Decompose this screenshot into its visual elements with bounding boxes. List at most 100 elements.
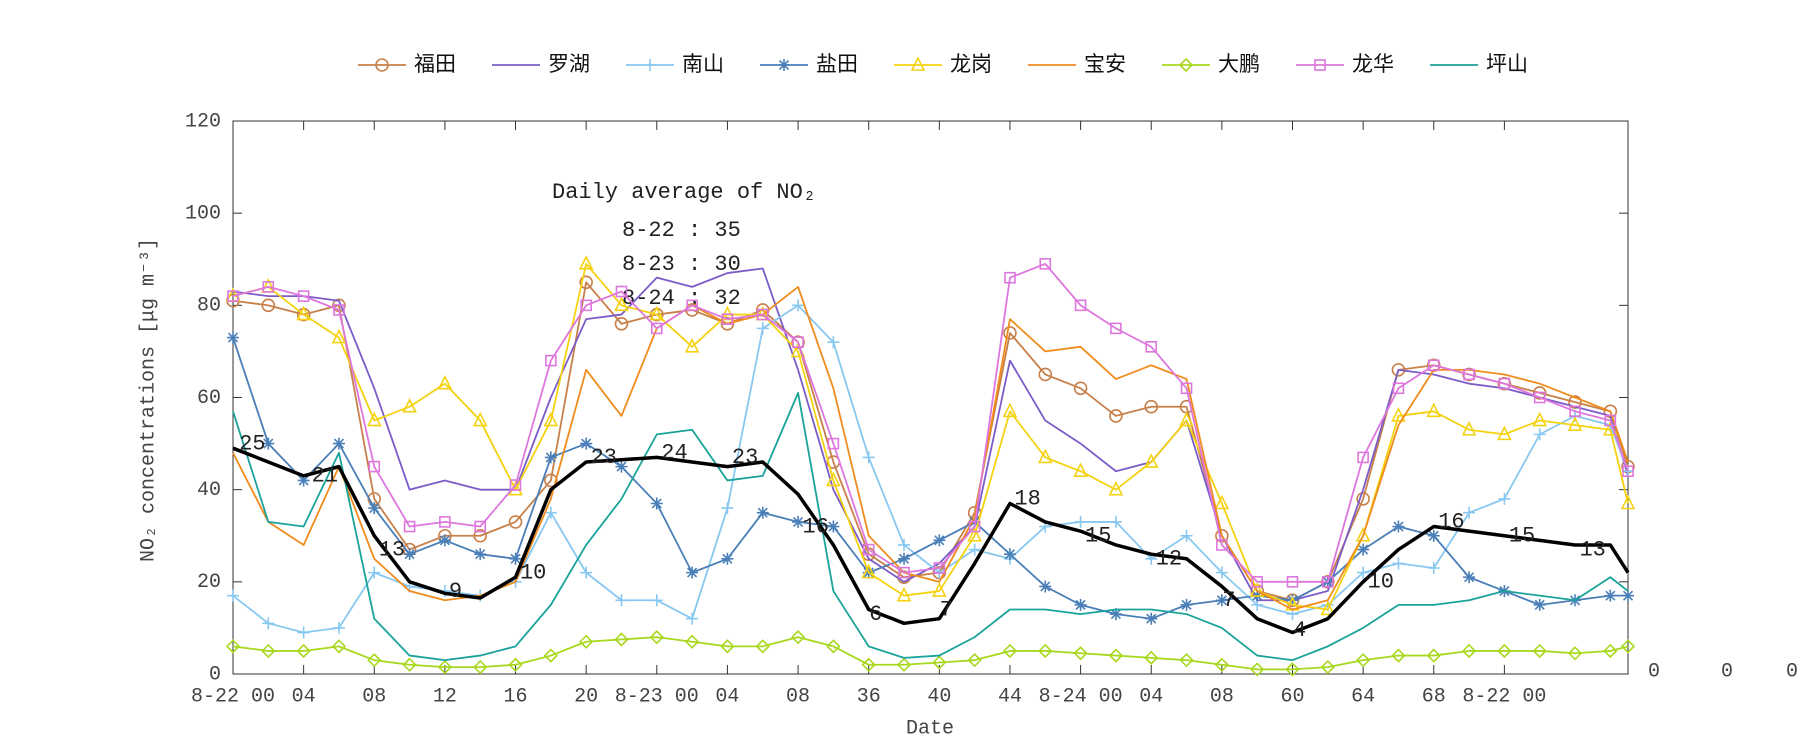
marker <box>1073 462 1088 478</box>
marker <box>403 520 416 533</box>
marker <box>614 316 629 331</box>
marker <box>472 411 488 427</box>
marker <box>544 506 557 519</box>
marker <box>1180 529 1193 542</box>
marker <box>1604 589 1617 602</box>
x-tick-label: 12 <box>433 685 457 708</box>
average-label: 25 <box>239 431 265 456</box>
marker <box>580 437 593 450</box>
marker <box>1039 258 1052 270</box>
marker <box>262 617 275 630</box>
marker <box>614 632 629 647</box>
marker <box>932 655 947 670</box>
marker <box>1179 653 1194 668</box>
marker <box>367 653 382 668</box>
marker <box>1392 557 1405 570</box>
marker <box>792 299 805 312</box>
marker <box>1532 386 1547 400</box>
marker <box>403 548 416 561</box>
series-line <box>232 262 1629 583</box>
marker <box>790 630 806 645</box>
marker <box>262 437 275 450</box>
x-tick-label: 08 <box>786 685 810 708</box>
marker <box>1392 382 1405 395</box>
marker <box>1002 643 1018 659</box>
marker <box>1250 662 1265 677</box>
x-tick-label: 40 <box>927 685 951 708</box>
marker <box>1569 405 1581 418</box>
marker <box>827 336 840 349</box>
marker <box>933 562 946 574</box>
marker <box>686 566 699 579</box>
marker <box>368 502 381 515</box>
marker <box>1179 411 1194 427</box>
marker <box>861 657 876 672</box>
y-tick-label: 100 <box>185 202 221 225</box>
marker <box>1497 425 1512 441</box>
y-tick-label: 0 <box>209 663 221 686</box>
legend-label: 宝安 <box>1084 52 1126 76</box>
marker <box>1251 576 1263 588</box>
marker <box>439 516 451 528</box>
marker <box>1003 548 1016 561</box>
y-axis-label: NO₂ concentrations [μg m⁻³] <box>137 238 160 562</box>
marker <box>366 411 382 427</box>
legend-label: 坪山 <box>1486 52 1528 76</box>
marker <box>474 548 487 561</box>
marker <box>579 634 594 649</box>
legend-label: 南山 <box>682 52 724 76</box>
marker <box>1427 562 1440 575</box>
marker <box>227 589 239 602</box>
marker <box>1039 580 1052 593</box>
average-label: 16 <box>1438 510 1464 535</box>
marker <box>227 331 239 344</box>
average-label: 15 <box>1509 524 1535 549</box>
average-label: 23 <box>732 445 758 470</box>
average-label: 7 <box>940 597 953 622</box>
marker <box>1109 608 1122 621</box>
marker <box>544 473 558 488</box>
marker <box>1604 414 1617 427</box>
marker <box>509 479 522 491</box>
x-tick-label: 8-24 00 <box>1039 685 1123 708</box>
marker <box>1622 589 1634 602</box>
marker <box>1037 448 1053 464</box>
marker <box>1356 492 1370 506</box>
marker <box>896 657 912 672</box>
marker <box>792 336 804 349</box>
marker <box>1004 271 1016 284</box>
marker <box>225 639 241 654</box>
marker <box>1463 571 1476 584</box>
marker <box>1074 598 1087 611</box>
marker <box>1568 395 1582 409</box>
marker <box>1427 529 1440 542</box>
marker <box>721 502 734 515</box>
marker <box>1426 402 1442 418</box>
marker <box>437 659 453 675</box>
marker <box>1143 453 1159 468</box>
marker <box>473 659 488 675</box>
marker <box>650 497 663 510</box>
average-label: 16 <box>803 514 829 539</box>
marker <box>861 563 876 579</box>
x-tick-label: 8-23 00 <box>615 685 699 708</box>
marker <box>1285 662 1300 677</box>
marker <box>898 538 911 551</box>
marker <box>1214 657 1229 672</box>
daily-average-title: Daily average of NO₂ <box>552 180 816 205</box>
x-tick-label: 60 <box>1280 685 1304 708</box>
y-tick-label: 60 <box>197 387 221 410</box>
marker <box>580 566 593 579</box>
marker <box>721 313 734 325</box>
marker <box>1180 382 1193 395</box>
average-label: 12 <box>1156 547 1182 572</box>
marker <box>1108 480 1124 496</box>
marker <box>684 634 700 649</box>
daily-average-line: 8-23 : 30 <box>622 252 741 277</box>
legend-label: 罗湖 <box>548 52 590 76</box>
marker <box>650 594 663 607</box>
marker <box>578 255 594 270</box>
marker <box>756 308 769 321</box>
series-line <box>232 262 1629 611</box>
marker <box>862 451 875 464</box>
